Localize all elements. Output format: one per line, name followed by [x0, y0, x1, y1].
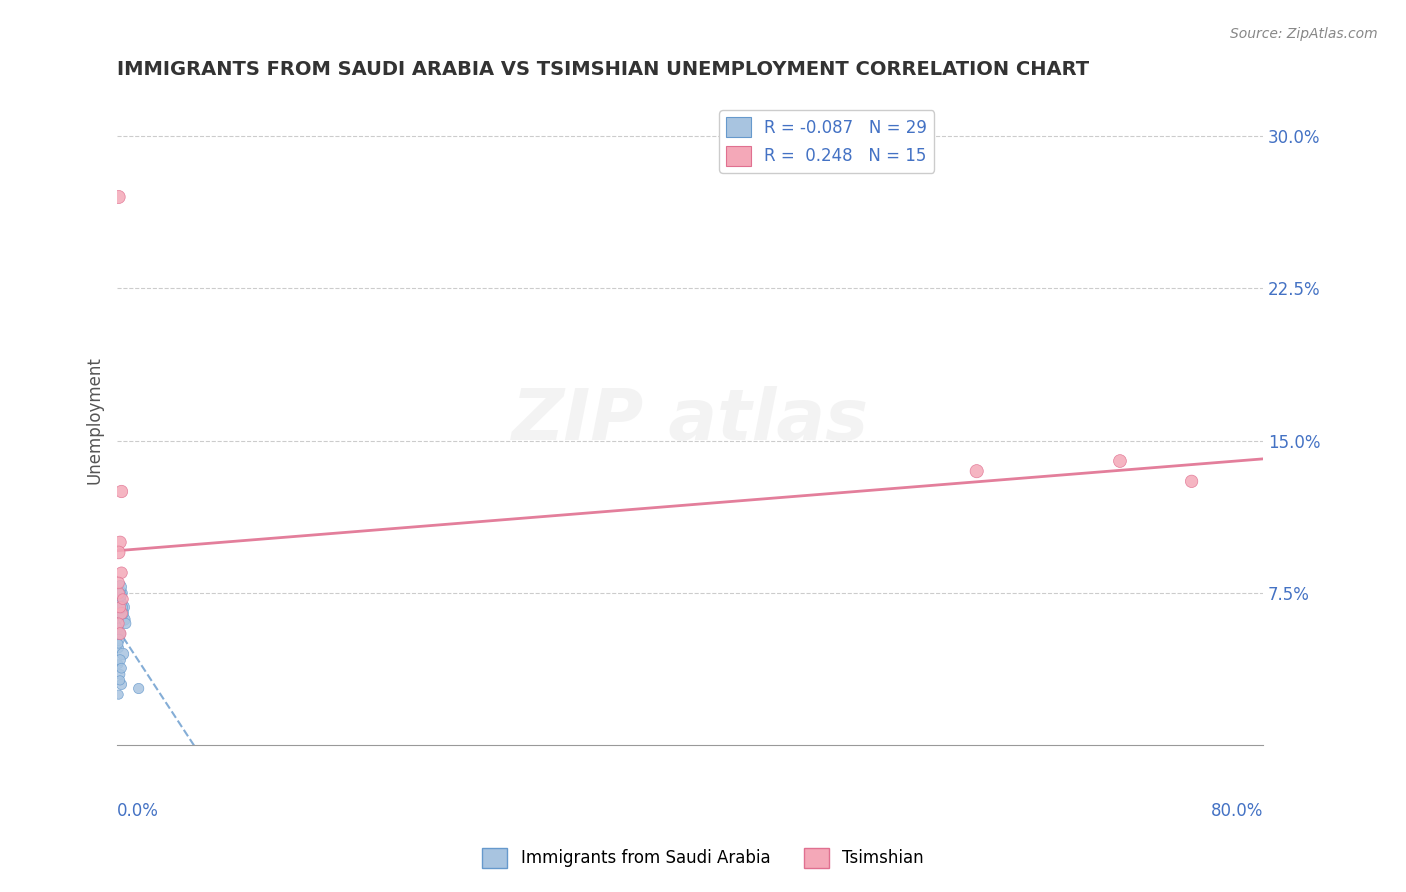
- Point: [112, 612, 135, 626]
- Point: [111, 592, 134, 607]
- Point: [110, 607, 132, 621]
- Text: IMMIGRANTS FROM SAUDI ARABIA VS TSIMSHIAN UNEMPLOYMENT CORRELATION CHART: IMMIGRANTS FROM SAUDI ARABIA VS TSIMSHIA…: [117, 60, 1090, 78]
- Point: [107, 657, 129, 672]
- Point: [108, 580, 131, 594]
- Point: [966, 464, 988, 478]
- Point: [108, 673, 131, 688]
- Point: [108, 667, 131, 681]
- Point: [107, 586, 129, 600]
- Point: [1181, 475, 1204, 489]
- Point: [107, 626, 129, 640]
- Point: [108, 588, 131, 602]
- Point: [107, 637, 129, 651]
- Point: [110, 596, 132, 610]
- Point: [107, 640, 129, 655]
- Point: [110, 600, 132, 615]
- Point: [108, 596, 131, 610]
- Point: [111, 647, 134, 661]
- Point: [110, 484, 132, 499]
- Point: [110, 566, 132, 580]
- Y-axis label: Unemployment: Unemployment: [86, 357, 103, 484]
- Point: [110, 586, 132, 600]
- Point: [108, 626, 131, 640]
- Point: [110, 677, 132, 691]
- Point: [108, 653, 131, 667]
- Point: [128, 681, 150, 696]
- Point: [107, 607, 129, 621]
- Point: [107, 621, 129, 635]
- Point: [107, 616, 129, 631]
- Point: [107, 632, 129, 647]
- Text: ZIP atlas: ZIP atlas: [512, 386, 869, 455]
- Point: [107, 616, 129, 631]
- Point: [114, 616, 136, 631]
- Point: [111, 607, 134, 621]
- Point: [111, 600, 134, 615]
- Point: [108, 535, 131, 549]
- Text: 80.0%: 80.0%: [1211, 802, 1263, 821]
- Text: Source: ZipAtlas.com: Source: ZipAtlas.com: [1230, 27, 1378, 41]
- Point: [107, 575, 129, 590]
- Point: [108, 592, 131, 607]
- Point: [1109, 454, 1132, 468]
- Point: [110, 661, 132, 675]
- Point: [107, 190, 129, 204]
- Point: [110, 607, 132, 621]
- Legend: R = -0.087   N = 29, R =  0.248   N = 15: R = -0.087 N = 29, R = 0.248 N = 15: [720, 111, 934, 172]
- Point: [108, 600, 131, 615]
- Point: [107, 688, 129, 702]
- Text: 0.0%: 0.0%: [117, 802, 159, 821]
- Point: [108, 626, 131, 640]
- Legend: Immigrants from Saudi Arabia, Tsimshian: Immigrants from Saudi Arabia, Tsimshian: [475, 841, 931, 875]
- Point: [107, 545, 129, 559]
